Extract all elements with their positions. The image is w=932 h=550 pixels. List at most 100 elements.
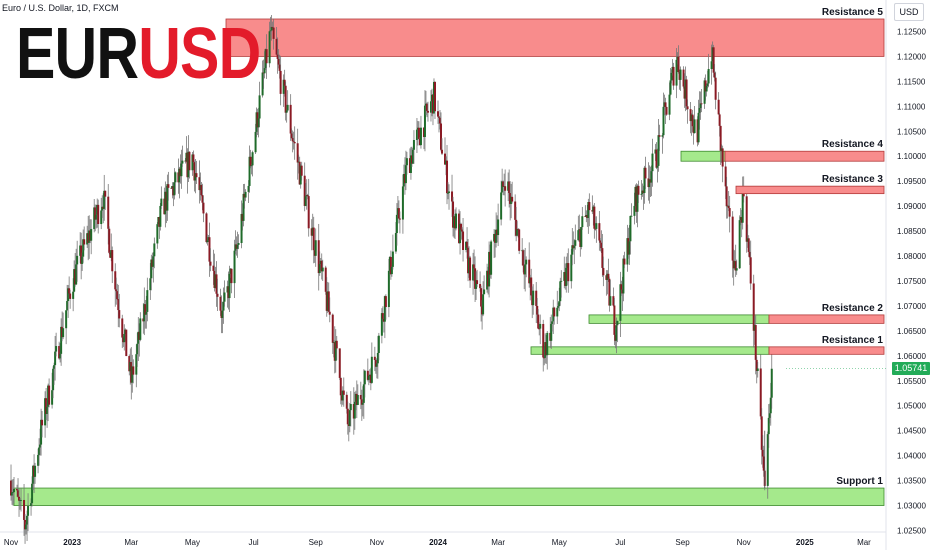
y-tick-label: 1.04000: [897, 452, 926, 461]
candle-body: [321, 267, 324, 272]
candle-body: [537, 314, 540, 329]
candle-body: [579, 229, 582, 247]
candle-body: [18, 496, 21, 501]
candle-body: [149, 278, 152, 291]
candle-body: [581, 216, 584, 228]
candle-body: [522, 250, 525, 266]
candle-body: [452, 201, 455, 228]
candle-body: [640, 193, 643, 195]
candle-body: [517, 229, 520, 230]
zone-label: Resistance 1: [822, 335, 884, 346]
y-tick-label: 1.12000: [897, 52, 926, 61]
x-tick-label: Mar: [124, 538, 138, 547]
candle-body: [703, 80, 706, 104]
candle-body: [384, 296, 387, 308]
candle-body: [740, 217, 743, 223]
candle-body: [728, 208, 731, 217]
candle-body: [213, 270, 216, 288]
candle-body: [542, 323, 545, 358]
candle-body: [649, 179, 652, 183]
candle-body: [612, 296, 615, 306]
candle-body: [158, 217, 161, 227]
candle-body: [473, 264, 476, 269]
candle-body: [97, 204, 100, 225]
candle-body: [201, 195, 204, 203]
candle-body: [408, 158, 411, 173]
y-tick-label: 1.07500: [897, 277, 926, 286]
candle-body: [615, 325, 618, 341]
candle-body: [696, 119, 699, 143]
candle-body: [711, 47, 714, 62]
candle-body: [697, 112, 700, 143]
candle-body: [290, 133, 293, 138]
candle-body: [342, 390, 345, 395]
candle-body: [297, 161, 300, 163]
candle-body: [332, 342, 335, 344]
candle-body: [304, 196, 307, 206]
candle-body: [390, 266, 393, 275]
candle-body: [572, 245, 575, 249]
candle-body: [422, 127, 425, 138]
candle-body: [234, 244, 237, 251]
y-tick-label: 1.06500: [897, 327, 926, 336]
candle-body: [672, 66, 675, 86]
candle-body: [717, 99, 720, 115]
candle-body: [191, 154, 194, 171]
candle-body: [472, 264, 475, 281]
candle-body: [503, 186, 506, 188]
candle-body: [658, 135, 661, 137]
candle-body: [331, 314, 334, 343]
candle-body: [264, 49, 267, 69]
candle-body: [25, 524, 28, 530]
candle-body: [262, 72, 265, 74]
candle-body: [684, 79, 687, 99]
candle-body: [448, 191, 451, 193]
x-tick-label: Sep: [309, 538, 324, 547]
candle-body: [170, 187, 173, 189]
candle-body: [80, 245, 83, 264]
candle-body: [700, 103, 703, 105]
candle-body: [425, 103, 428, 111]
candle-body: [356, 394, 359, 405]
candle-body: [310, 228, 313, 236]
candle-body: [194, 173, 197, 181]
candle-body: [460, 223, 463, 230]
candle-body: [455, 213, 458, 229]
pair-logo: EURUSD: [16, 18, 261, 90]
candle-body: [138, 331, 141, 340]
candle-body: [563, 272, 566, 281]
candle-body: [690, 114, 693, 122]
candle-body: [677, 56, 680, 73]
candle-body: [20, 499, 23, 501]
y-tick-label: 1.05500: [897, 377, 926, 386]
candle-body: [339, 377, 342, 396]
candle-body: [11, 492, 14, 496]
candle-body: [474, 268, 477, 289]
candle-body: [459, 223, 462, 244]
candle-body: [186, 152, 189, 178]
currency-unit-button[interactable]: USD: [894, 3, 924, 21]
candle-body: [601, 248, 604, 268]
candle-body: [523, 265, 526, 275]
candle-body: [268, 31, 271, 64]
candle-body: [174, 172, 177, 183]
candle-body: [441, 149, 444, 154]
candle-body: [94, 207, 97, 220]
candle-body: [58, 346, 61, 359]
candle-body: [38, 447, 41, 455]
y-tick-label: 1.05000: [897, 402, 926, 411]
y-tick-label: 1.08000: [897, 252, 926, 261]
candle-body: [368, 374, 371, 376]
candle-body: [490, 241, 493, 275]
candle-body: [627, 238, 630, 255]
candle-body: [263, 68, 266, 74]
candle-body: [749, 257, 752, 284]
candle-body: [585, 214, 588, 217]
zone-label: Resistance 2: [822, 303, 884, 314]
candle-body: [675, 59, 678, 86]
candle-body: [419, 127, 422, 146]
candle-body: [101, 206, 104, 211]
candle-body: [593, 206, 596, 229]
candle-body: [88, 230, 91, 243]
